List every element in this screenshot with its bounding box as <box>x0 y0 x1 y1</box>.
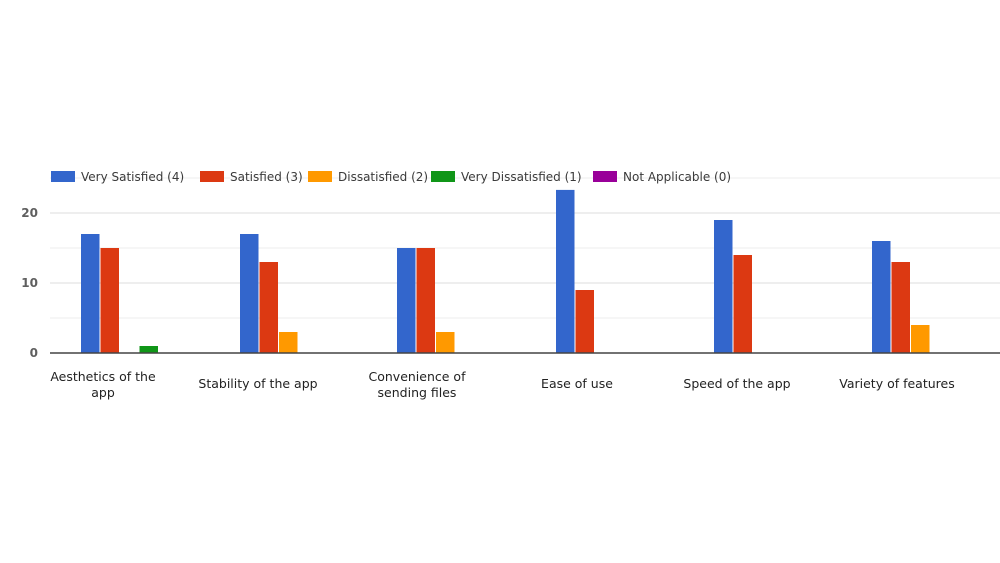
legend-swatch <box>308 171 332 182</box>
bar <box>714 220 733 353</box>
bar <box>575 290 594 353</box>
bar <box>733 255 752 353</box>
category-label: Speed of the app <box>683 376 790 391</box>
category-label: Variety of features <box>839 376 954 391</box>
legend-swatch <box>431 171 455 182</box>
bars <box>81 189 930 353</box>
legend-item: Dissatisfied (2) <box>308 170 428 184</box>
bar <box>139 346 158 353</box>
gridlines <box>50 177 1000 319</box>
category-label: app <box>91 385 115 400</box>
bar <box>259 262 278 353</box>
legend-label: Very Dissatisfied (1) <box>461 170 582 184</box>
legend-item: Very Satisfied (4) <box>51 170 184 184</box>
category-label: Stability of the app <box>198 376 317 391</box>
legend-label: Very Satisfied (4) <box>81 170 184 184</box>
category-label: Aesthetics of the <box>50 369 156 384</box>
y-tick-label: 20 <box>21 206 38 220</box>
bar <box>891 262 910 353</box>
bar <box>416 248 435 353</box>
y-tick-label: 10 <box>21 276 38 290</box>
bar <box>872 241 891 353</box>
legend-label: Satisfied (3) <box>230 170 303 184</box>
category-label: sending files <box>378 385 457 400</box>
bar <box>240 234 259 353</box>
legend-label: Dissatisfied (2) <box>338 170 428 184</box>
legend-item: Not Applicable (0) <box>593 170 731 184</box>
legend-label: Not Applicable (0) <box>623 170 731 184</box>
bar <box>279 332 298 353</box>
legend-swatch <box>200 171 224 182</box>
bar <box>81 234 100 353</box>
bar <box>436 332 455 353</box>
legend-item: Satisfied (3) <box>200 170 303 184</box>
legend-swatch <box>593 171 617 182</box>
legend-item: Very Dissatisfied (1) <box>431 170 582 184</box>
bar <box>100 248 119 353</box>
bar <box>556 189 575 353</box>
legend: Very Satisfied (4) Satisfied (3) Dissatisf… <box>51 170 731 184</box>
y-axis-ticks: 0 10 20 <box>21 206 38 360</box>
category-label: Ease of use <box>541 376 613 391</box>
category-label: Convenience of <box>369 369 467 384</box>
legend-swatch <box>51 171 75 182</box>
y-tick-label: 0 <box>30 346 38 360</box>
bar <box>911 325 930 353</box>
bar <box>397 248 416 353</box>
